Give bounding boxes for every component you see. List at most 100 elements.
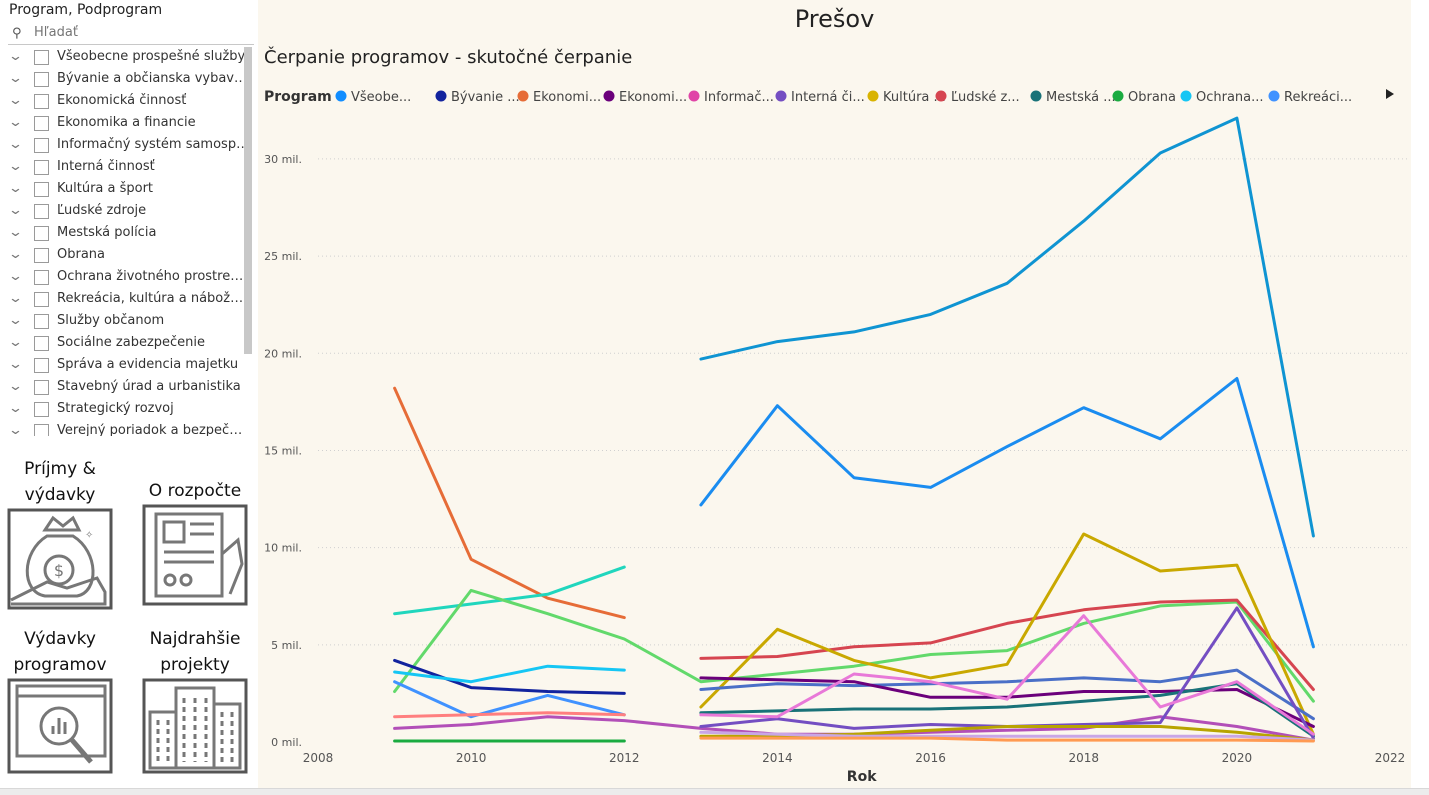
checkbox[interactable] [34, 72, 49, 87]
nav-expensive-projects[interactable]: Najdrahšie projekty [140, 626, 250, 774]
series-line [393, 588, 1315, 703]
series-line [393, 386, 626, 620]
checkbox[interactable] [34, 138, 49, 153]
slicer-scrollbar[interactable] [244, 47, 252, 354]
x-tick-label: 2022 [1375, 751, 1406, 765]
legend-next-arrow [1386, 89, 1394, 99]
chevron-down-icon[interactable]: ⌄ [7, 269, 24, 284]
chevron-down-icon[interactable]: ⌄ [7, 357, 24, 372]
chevron-down-icon[interactable]: ⌄ [7, 379, 24, 394]
slicer-item-label: Služby občanom [57, 313, 165, 328]
chevron-down-icon[interactable]: ⌄ [7, 401, 24, 416]
series-line [699, 116, 1315, 538]
slicer-search[interactable]: ⚲ [8, 24, 254, 45]
checkbox[interactable] [34, 226, 49, 241]
chart-panel: Prešov Čerpanie programov - skutočné čer… [258, 0, 1411, 788]
checkbox[interactable] [34, 160, 49, 175]
slicer-item[interactable]: ⌄ Všeobecne prospešné služby [0, 47, 252, 69]
legend-label: Interná či... [791, 90, 865, 105]
checkbox[interactable] [34, 270, 49, 285]
legend-marker [1030, 90, 1042, 102]
slicer-item[interactable]: ⌄ Ľudské zdroje [0, 201, 252, 223]
nav-program-spending-label: Výdavky programov [13, 629, 107, 675]
legend-marker [435, 90, 447, 102]
slicer-item[interactable]: ⌄ Interná činnosť [0, 157, 252, 179]
legend-label: Ľudské z... [951, 90, 1020, 105]
checkbox[interactable] [34, 248, 49, 263]
checkbox[interactable] [34, 380, 49, 395]
slicer-item-label: Všeobecne prospešné služby [57, 49, 246, 64]
chevron-down-icon[interactable]: ⌄ [7, 71, 24, 86]
nav-income-expenses[interactable]: Príjmy & výdavky $ ✧ [5, 456, 115, 610]
slicer-item[interactable]: ⌄ Verejný poriadok a bezpečnosť [0, 421, 252, 436]
legend-label: Ekonomi... [533, 90, 601, 105]
nav-income-label: Príjmy & výdavky [24, 459, 96, 505]
legend-marker [1112, 90, 1124, 102]
slicer-item-label: Rekreácia, kultúra a náboženstvo [57, 291, 250, 306]
checkbox[interactable] [34, 336, 49, 351]
checkbox[interactable] [34, 402, 49, 417]
line-chart: Program Všeobe... Bývanie ... Ekonomi... Eko… [264, 89, 1408, 785]
checkbox[interactable] [34, 116, 49, 131]
slicer-item[interactable]: ⌄ Strategický rozvoj [0, 399, 252, 421]
y-tick-label: 15 mil. [264, 444, 302, 457]
slicer-item-label: Sociálne zabezpečenie [57, 335, 206, 350]
slicer-item[interactable]: ⌄ Mestská polícia [0, 223, 252, 245]
checkbox[interactable] [34, 292, 49, 307]
slicer-item[interactable]: ⌄ Stavebný úrad a urbanistika [0, 377, 252, 399]
slicer-item[interactable]: ⌄ Správa a evidencia majetku [0, 355, 252, 377]
checkbox[interactable] [34, 50, 49, 65]
checkbox[interactable] [34, 358, 49, 373]
x-tick-label: 2016 [915, 751, 946, 765]
slicer-item[interactable]: ⌄ Kultúra a šport [0, 179, 252, 201]
series-line [699, 377, 1315, 649]
chevron-down-icon[interactable]: ⌄ [7, 181, 24, 196]
y-tick-label: 25 mil. [264, 250, 302, 263]
checkbox[interactable] [34, 182, 49, 197]
chevron-down-icon[interactable]: ⌄ [7, 247, 24, 262]
slicer-item[interactable]: ⌄ Sociálne zabezpečenie [0, 333, 252, 355]
slicer-item[interactable]: ⌄ Informačný systém samosprávy [0, 135, 252, 157]
slicer-item-label: Informačný systém samosprávy [57, 137, 250, 152]
nav-budget[interactable]: O rozpočte [140, 478, 250, 606]
chevron-down-icon[interactable]: ⌄ [7, 423, 24, 436]
legend-label: Bývanie ... [451, 90, 520, 105]
building-icon [142, 678, 248, 774]
slicer-item[interactable]: ⌄ Ochrana životného prostredia [0, 267, 252, 289]
y-tick-label: 30 mil. [264, 153, 302, 166]
nav-program-spending[interactable]: Výdavky programov [5, 626, 115, 774]
legend-marker [867, 90, 879, 102]
slicer-title: Program, Podprogram [9, 2, 163, 18]
chevron-down-icon[interactable]: ⌄ [7, 137, 24, 152]
checkbox[interactable] [34, 204, 49, 219]
checkbox[interactable] [34, 94, 49, 109]
chevron-down-icon[interactable]: ⌄ [7, 225, 24, 240]
legend-marker [1180, 90, 1192, 102]
chevron-down-icon[interactable]: ⌄ [7, 335, 24, 350]
chevron-down-icon[interactable]: ⌄ [7, 49, 24, 64]
slicer-item[interactable]: ⌄ Obrana [0, 245, 252, 267]
checkbox[interactable] [34, 314, 49, 329]
slicer-item[interactable]: ⌄ Služby občanom [0, 311, 252, 333]
series-line [699, 682, 1315, 738]
legend-label: Kultúra ... [883, 90, 946, 105]
x-tick-label: 2018 [1068, 751, 1099, 765]
slicer-item[interactable]: ⌄ Ekonomika a financie [0, 113, 252, 135]
series-line [393, 664, 626, 684]
slicer-item[interactable]: ⌄ Bývanie a občianska vybavenosť [0, 69, 252, 91]
slicer-item[interactable]: ⌄ Ekonomická činnosť [0, 91, 252, 113]
chevron-down-icon[interactable]: ⌄ [7, 115, 24, 130]
slicer-item[interactable]: ⌄ Rekreácia, kultúra a náboženstvo [0, 289, 252, 311]
chevron-down-icon[interactable]: ⌄ [7, 203, 24, 218]
chevron-down-icon[interactable]: ⌄ [7, 291, 24, 306]
series-line [699, 614, 1315, 736]
slicer-item-label: Bývanie a občianska vybavenosť [57, 71, 250, 86]
legend-marker [775, 90, 787, 102]
bottom-border [0, 788, 1429, 795]
chevron-down-icon[interactable]: ⌄ [7, 313, 24, 328]
chevron-down-icon[interactable]: ⌄ [7, 93, 24, 108]
search-input[interactable] [34, 25, 244, 40]
checkbox[interactable] [34, 424, 49, 436]
series-line [393, 711, 626, 719]
chevron-down-icon[interactable]: ⌄ [7, 159, 24, 174]
